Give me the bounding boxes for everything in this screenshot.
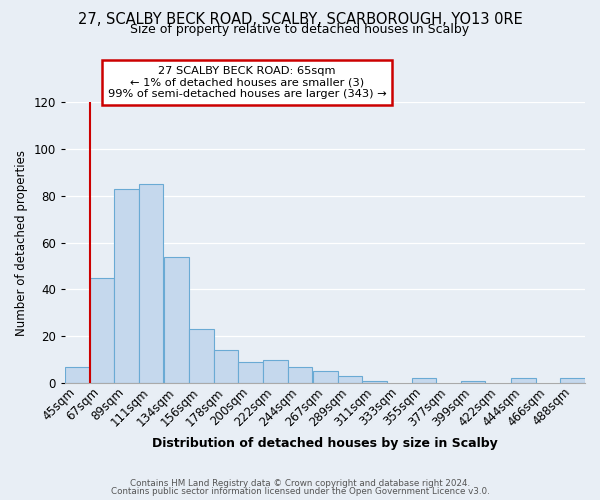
Text: 27, SCALBY BECK ROAD, SCALBY, SCARBOROUGH, YO13 0RE: 27, SCALBY BECK ROAD, SCALBY, SCARBOROUG… [77, 12, 523, 28]
Bar [560, 378, 585, 383]
Bar [461, 380, 485, 383]
Text: 27 SCALBY BECK ROAD: 65sqm
← 1% of detached houses are smaller (3)
99% of semi-d: 27 SCALBY BECK ROAD: 65sqm ← 1% of detac… [107, 66, 386, 99]
Bar [263, 360, 287, 383]
Bar [338, 376, 362, 383]
Bar [214, 350, 238, 383]
X-axis label: Distribution of detached houses by size in Scalby: Distribution of detached houses by size … [152, 437, 498, 450]
Bar [114, 188, 139, 383]
Bar [89, 278, 114, 383]
Bar [313, 372, 338, 383]
Bar [287, 366, 312, 383]
Bar [65, 366, 89, 383]
Bar [139, 184, 163, 383]
Bar [511, 378, 536, 383]
Bar [412, 378, 436, 383]
Bar [164, 256, 189, 383]
Y-axis label: Number of detached properties: Number of detached properties [15, 150, 28, 336]
Text: Contains HM Land Registry data © Crown copyright and database right 2024.: Contains HM Land Registry data © Crown c… [130, 478, 470, 488]
Bar [238, 362, 263, 383]
Bar [362, 380, 387, 383]
Text: Contains public sector information licensed under the Open Government Licence v3: Contains public sector information licen… [110, 487, 490, 496]
Bar [189, 329, 214, 383]
Text: Size of property relative to detached houses in Scalby: Size of property relative to detached ho… [130, 22, 470, 36]
